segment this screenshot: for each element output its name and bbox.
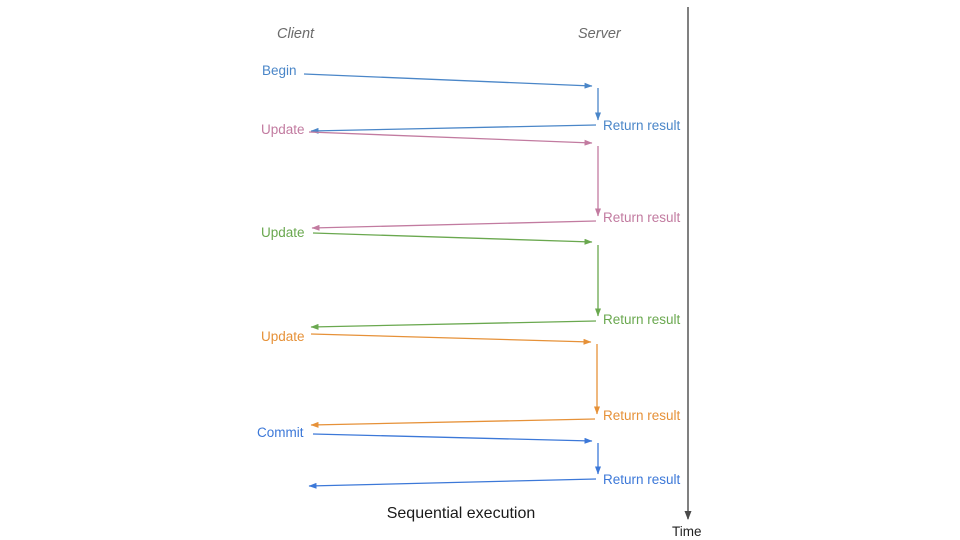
diagram-caption: Sequential execution [386,505,536,522]
call-3-request-label: Update [261,225,305,240]
call-4-response-arrow [310,418,596,428]
call-4-request-label: Update [261,329,305,344]
call-5-response-label: Return result [603,472,681,487]
call-5-response-arrow [308,478,597,489]
call-1-response-label: Return result [603,118,681,133]
call-3-response-label: Return result [603,312,681,327]
call-1-response-arrow [310,124,597,134]
call-1-request-arrow [303,73,593,89]
call-3-request-arrow [312,232,593,245]
call-3-response-arrow [310,320,597,330]
call-4-request-arrow [310,333,592,345]
client-column-header: Client [277,26,315,42]
call-4-response-label: Return result [603,408,681,423]
server-column-header: Server [578,26,621,42]
call-2-response-label: Return result [603,210,681,225]
call-2-request-label: Update [261,122,305,137]
time-axis-label: Time [672,524,702,539]
call-1-request-label: Begin [262,63,297,78]
call-5-request-arrow [312,433,593,444]
call-5-request-label: Commit [257,425,304,440]
call-2-response-arrow [311,220,597,231]
call-2-request-arrow [308,131,593,146]
